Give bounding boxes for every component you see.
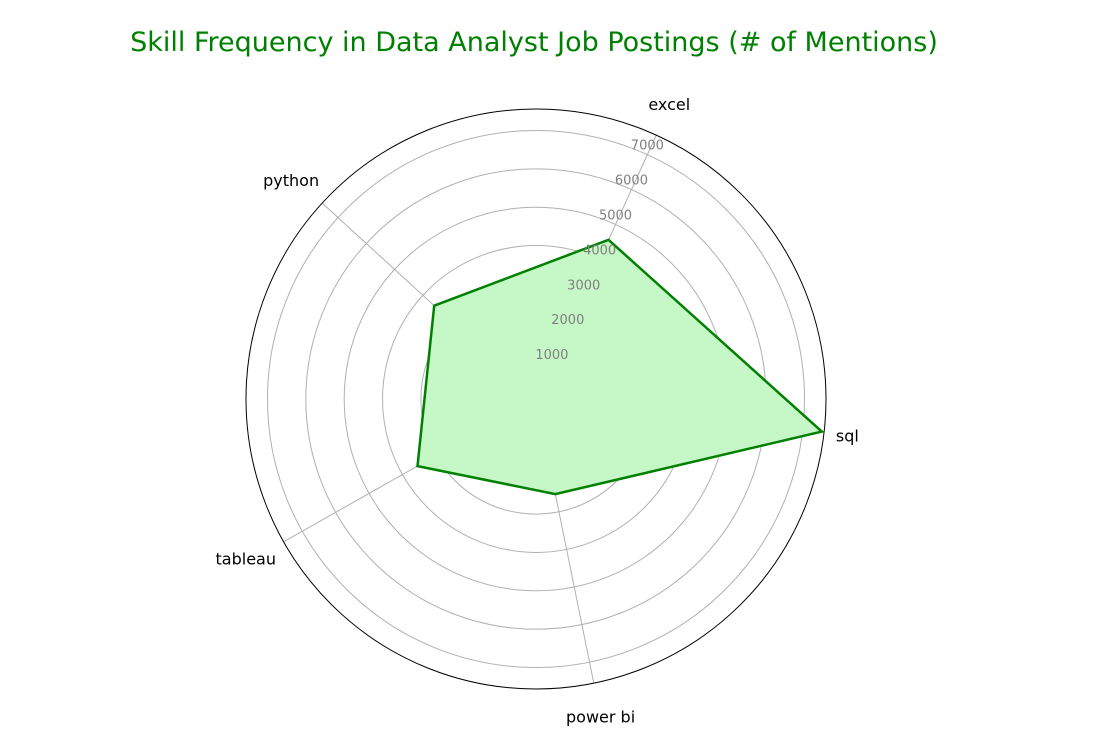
chart-title: Skill Frequency in Data Analyst Job Post… xyxy=(130,27,938,58)
category-label-tableau: tableau xyxy=(216,550,276,569)
series-line xyxy=(416,238,825,496)
r-tick-label: 5000 xyxy=(599,208,632,223)
radial-tick-layer: 1000 2000 3000 4000 5000 6000 7000 xyxy=(535,139,664,363)
r-tick-label: 4000 xyxy=(583,243,616,258)
category-label-power-bi: power bi xyxy=(566,707,635,726)
r-tick-label: 3000 xyxy=(567,278,600,293)
r-tick-label: 7000 xyxy=(631,139,664,154)
category-label-excel: excel xyxy=(648,95,690,114)
r-tick-label: 2000 xyxy=(551,313,584,328)
category-label-sql: sql xyxy=(836,427,859,446)
outer-frame xyxy=(245,108,827,690)
series-layer xyxy=(416,238,825,496)
r-tick-label: 1000 xyxy=(535,348,568,363)
r-tick-label: 6000 xyxy=(615,174,648,189)
grid-circle-7000 xyxy=(266,129,806,669)
category-label-layer: sql excel python tableau power bi xyxy=(216,95,859,726)
category-label-python: python xyxy=(263,171,319,190)
series-fill-area xyxy=(417,239,822,495)
